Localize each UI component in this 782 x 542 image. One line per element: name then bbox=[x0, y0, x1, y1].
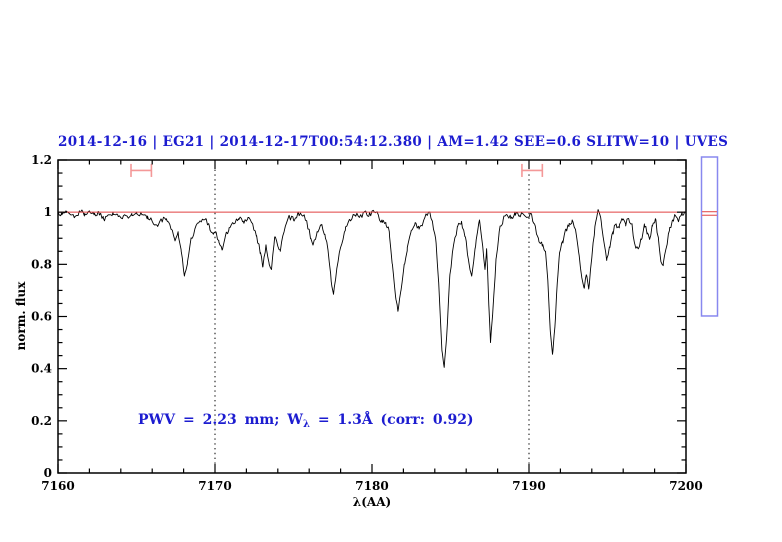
y-tick-label: 0.8 bbox=[31, 257, 52, 271]
pwv-annotation-suffix: = 1.3Å (corr: 0.92) bbox=[309, 412, 474, 428]
ew-marker bbox=[130, 163, 153, 177]
x-axis-label: λ(AA) bbox=[353, 495, 391, 509]
x-tick-label: 7180 bbox=[355, 479, 388, 493]
ew-marker-group bbox=[130, 163, 544, 177]
gauge-frame bbox=[700, 156, 719, 317]
y-tick-label: 0.2 bbox=[31, 414, 52, 428]
pwv-annotation: PWV = 2.23 mm; Wλ = 1.3Å (corr: 0.92) bbox=[138, 412, 474, 430]
spectrum-trace-group bbox=[58, 209, 686, 368]
observation-header: 2014-12-16 | EG21 | 2014-12-17T00:54:12.… bbox=[58, 134, 729, 150]
x-tick-label: 7190 bbox=[512, 479, 545, 493]
ew-marker bbox=[521, 163, 544, 177]
x-tick-label: 7170 bbox=[198, 479, 231, 493]
x-tick-label: 7160 bbox=[41, 479, 74, 493]
pwv-annotation-prefix: PWV = 2.23 mm; W bbox=[138, 412, 303, 428]
y-tick-label: 0 bbox=[44, 466, 52, 480]
axis-tick-labels: 7160 7170 7180 7190 7200 0 0.2 0.4 0.6 0.8 1 1.2 bbox=[31, 153, 703, 493]
y-tick-label: 0.4 bbox=[31, 362, 52, 376]
y-tick-label: 1 bbox=[44, 205, 52, 219]
spectrum-line bbox=[58, 209, 686, 368]
side-gauge bbox=[700, 156, 719, 317]
y-tick-label: 1.2 bbox=[31, 153, 52, 167]
x-tick-label: 7200 bbox=[669, 479, 702, 493]
pwv-annotation-lambda-subscript: λ bbox=[302, 419, 310, 430]
axis-ticks bbox=[57, 159, 687, 474]
y-tick-label: 0.6 bbox=[31, 310, 52, 324]
y-axis-label: norm. flux bbox=[14, 281, 28, 351]
